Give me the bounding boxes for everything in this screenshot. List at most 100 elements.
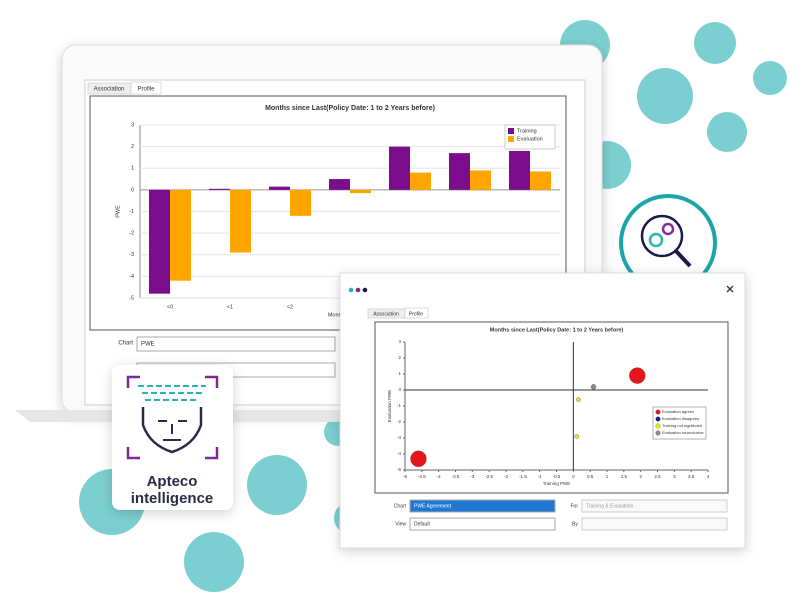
- legend-label: Evaluation disagrees: [662, 416, 699, 421]
- y-tick-label: -4: [129, 274, 134, 280]
- select-value[interactable]: PWE Agreement: [414, 503, 452, 509]
- bar: [530, 171, 551, 190]
- bar: [290, 189, 311, 216]
- point: [629, 367, 646, 384]
- y-tick-label: -3: [129, 252, 134, 258]
- tab-label[interactable]: Association: [373, 311, 399, 317]
- for-select[interactable]: [581, 499, 728, 513]
- y-tick-label: 2: [131, 144, 134, 150]
- chart-select[interactable]: [136, 336, 336, 352]
- scatter-chart: Months since Last(Policy Date: 1 to 2 Ye…: [387, 327, 710, 486]
- bar: [449, 153, 470, 190]
- x-tick-label: -5: [403, 474, 407, 479]
- y-tick-label: -4: [397, 451, 401, 456]
- tab[interactable]: [404, 307, 429, 319]
- select-value[interactable]: Default: [414, 521, 430, 527]
- x-tick-label: 3.5: [688, 474, 695, 479]
- window-dot: [355, 287, 361, 293]
- y-tick-label: 1: [131, 166, 134, 172]
- bar: [149, 189, 170, 294]
- brand-name: intelligence: [131, 490, 214, 507]
- chart-select[interactable]: [409, 499, 556, 513]
- bar: [470, 170, 491, 190]
- bar: [269, 186, 290, 190]
- y-tick-label: -1: [397, 403, 401, 408]
- point: [574, 434, 579, 439]
- window-dot: [362, 287, 368, 293]
- bar: [350, 189, 371, 194]
- x-tick-label: 4: [707, 474, 710, 479]
- x-axis-label: Training PWE: [543, 481, 571, 486]
- point: [576, 397, 581, 402]
- bar: [230, 189, 251, 253]
- x-tick-label: 0.5: [587, 474, 594, 479]
- y-tick-label: 2: [398, 355, 401, 360]
- x-tick-label: 0: [572, 474, 575, 479]
- control-label: For: [571, 503, 579, 509]
- window-dot: [348, 287, 354, 293]
- tab-label[interactable]: Association: [94, 87, 125, 93]
- x-tick-label: -3: [470, 474, 474, 479]
- legend-label: Training not significant: [662, 423, 703, 428]
- chart-title: Months since Last(Policy Date: 1 to 2 Ye…: [490, 327, 624, 333]
- legend-label: Evaluation agrees: [662, 409, 694, 414]
- brand-name: Apteco: [147, 473, 198, 490]
- by-select[interactable]: [581, 517, 728, 531]
- bar: [410, 172, 431, 190]
- brand-badge: [112, 365, 233, 510]
- view-select[interactable]: [409, 517, 556, 531]
- select-value[interactable]: Training & Evaluation: [586, 503, 634, 509]
- bar: [389, 146, 410, 190]
- x-tick-label: 2.5: [654, 474, 661, 479]
- chart-title: Months since Last(Policy Date: 1 to 2 Ye…: [265, 105, 435, 112]
- legend-swatch: [508, 128, 514, 134]
- y-tick-label: 0: [398, 387, 401, 392]
- control-label: Chart: [394, 503, 407, 509]
- point: [590, 384, 597, 390]
- bar: [209, 188, 230, 190]
- legend-swatch: [655, 430, 661, 436]
- x-tick-label: 1.5: [621, 474, 628, 479]
- x-tick-label: -3.5: [452, 474, 460, 479]
- y-tick-label: 1: [398, 371, 401, 376]
- y-tick-label: -3: [397, 435, 401, 440]
- legend-label: Training: [517, 128, 537, 134]
- x-tick-label: -2.5: [485, 474, 493, 479]
- y-tick-label: 0: [131, 187, 134, 193]
- select-value[interactable]: PWE: [141, 342, 155, 348]
- point: [410, 450, 427, 467]
- x-tick-label: 2: [639, 474, 642, 479]
- y-tick-label: -1: [129, 209, 134, 215]
- y-axis-label: Evaluation PWE: [387, 390, 392, 423]
- bar: [509, 150, 530, 190]
- legend-swatch: [508, 136, 514, 142]
- control-label: By: [572, 521, 578, 527]
- x-tick-label: -1: [538, 474, 542, 479]
- face-icon: [126, 375, 219, 460]
- bar: [170, 189, 191, 281]
- control-label: View: [395, 521, 406, 527]
- tab[interactable]: [130, 81, 162, 95]
- control-label: Chart: [118, 341, 133, 347]
- close-button[interactable]: [726, 285, 734, 293]
- x-tick-label: -2: [504, 474, 508, 479]
- tab-label[interactable]: Profile: [409, 311, 423, 317]
- y-tick-label: -2: [129, 231, 134, 237]
- x-tick-label: -4.5: [418, 474, 426, 479]
- legend-label: Evaluation inconclusive: [662, 430, 704, 435]
- tab-label[interactable]: Profile: [137, 87, 155, 93]
- legend-swatch: [655, 416, 661, 422]
- y-axis-label: PWE: [115, 205, 121, 218]
- legend-swatch: [655, 423, 661, 429]
- y-tick-label: 3: [398, 339, 401, 344]
- x-tick-label: <1: [227, 304, 233, 310]
- icon-graphic: [640, 214, 692, 268]
- x-tick-label: 3: [673, 474, 676, 479]
- y-tick-label: -5: [397, 467, 401, 472]
- legend-label: Evaluation: [517, 136, 543, 142]
- x-tick-label: <2: [287, 304, 293, 310]
- x-tick-label: -4: [437, 474, 441, 479]
- y-tick-label: 3: [131, 122, 134, 128]
- x-tick-label: <0: [167, 304, 173, 310]
